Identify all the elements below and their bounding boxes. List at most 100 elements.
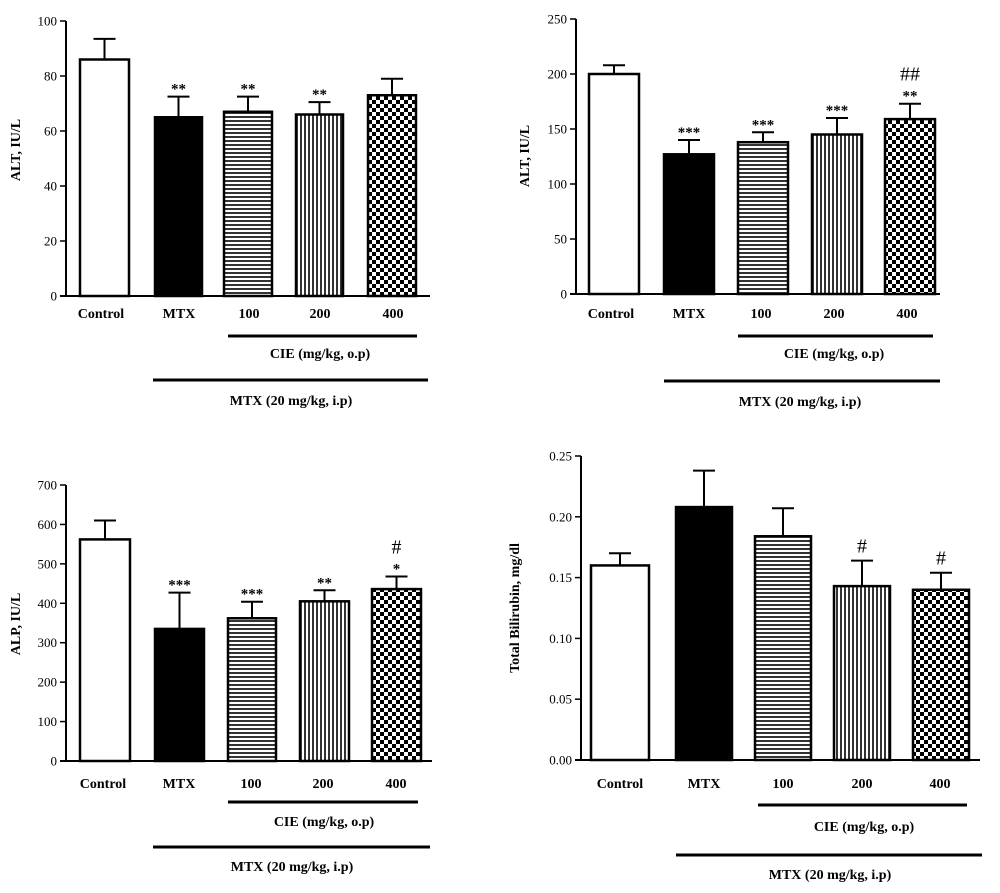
category-label: 400	[386, 777, 407, 792]
y-tick-label: 0.25	[549, 449, 572, 464]
category-label: Control	[588, 307, 635, 322]
category-label: Control	[80, 777, 127, 792]
category-label: 200	[313, 777, 334, 792]
chart-marks: 0.00 0.05 0.10 0.15 0.20 0.25 # #	[549, 449, 980, 768]
panel-alp: ALP, IU/L 0100200300400500600700********…	[9, 478, 432, 875]
category-label: 400	[383, 307, 404, 322]
category-label: 400	[897, 307, 918, 322]
significance-label: *	[393, 561, 401, 577]
category-label: Control	[597, 777, 644, 792]
significance-label: ##	[900, 64, 920, 86]
category-label: 100	[751, 307, 772, 322]
y-tick-label: 200	[38, 675, 58, 690]
significance-label: ***	[168, 578, 191, 594]
bar	[78, 538, 132, 763]
significance-label: ***	[752, 117, 775, 133]
y-axis-label: ALT, IU/L	[518, 125, 533, 187]
category-label: Control	[78, 307, 125, 322]
y-tick-label: 0	[51, 289, 58, 304]
bar	[298, 600, 351, 763]
mtx-group-label: MTX (20 mg/kg, i.p)	[769, 868, 892, 883]
y-tick-label: 40	[44, 179, 57, 194]
category-label: MTX	[163, 307, 196, 322]
bar	[736, 140, 790, 296]
y-axis-label: ALT, IU/L	[9, 119, 24, 181]
category-label: MTX	[163, 777, 196, 792]
significance-label: #	[857, 536, 867, 558]
bar	[294, 113, 345, 298]
significance-label: ***	[678, 125, 701, 141]
y-tick-label: 700	[38, 478, 58, 493]
bar	[883, 117, 937, 296]
y-tick-label: 0.10	[549, 631, 572, 646]
cie-group-label: CIE (mg/kg, o.p)	[814, 820, 915, 835]
category-label: 200	[852, 777, 873, 792]
significance-label: **	[241, 82, 256, 98]
y-tick-label: 100	[38, 14, 58, 29]
significance-label: ***	[826, 103, 849, 119]
bar	[589, 564, 651, 762]
y-tick-label: 60	[44, 124, 57, 139]
y-tick-label: 0.15	[549, 570, 572, 585]
y-tick-label: 600	[38, 517, 58, 532]
y-axis-label: Total Bilirubin, mg/dl	[508, 543, 523, 673]
category-label: 200	[310, 307, 331, 322]
bar	[674, 505, 734, 762]
y-tick-label: 150	[548, 122, 568, 137]
panel-total-bilirubin: Total Bilirubin, mg/dl 0.000.050.100.150…	[508, 449, 982, 883]
mtx-group-label: MTX (20 mg/kg, i.p)	[739, 395, 862, 410]
mtx-group-label: MTX (20 mg/kg, i.p)	[231, 860, 354, 875]
y-tick-label: 200	[548, 67, 568, 82]
bar	[366, 94, 418, 298]
y-tick-label: 100	[38, 714, 58, 729]
significance-label: ***	[241, 587, 264, 603]
category-label: MTX	[688, 777, 721, 792]
y-tick-label: 300	[38, 635, 58, 650]
bar	[153, 627, 206, 763]
y-tick-label: 100	[548, 177, 568, 192]
significance-label: **	[312, 87, 327, 103]
mtx-group-label: MTX (20 mg/kg, i.p)	[230, 394, 353, 409]
category-label: 400	[930, 777, 951, 792]
bar	[78, 58, 131, 298]
bar	[222, 110, 274, 298]
category-label: 200	[824, 307, 845, 322]
category-label: MTX	[673, 307, 706, 322]
cie-group-label: CIE (mg/kg, o.p)	[784, 347, 885, 362]
y-tick-label: 0.20	[549, 509, 572, 524]
y-tick-label: 0.00	[549, 753, 572, 768]
bar	[911, 588, 971, 762]
y-tick-label: 500	[38, 556, 58, 571]
significance-label: **	[903, 89, 918, 105]
y-tick-label: 0.05	[549, 692, 572, 707]
category-label: 100	[241, 777, 262, 792]
significance-label: **	[171, 82, 186, 98]
y-tick-label: 50	[554, 232, 567, 247]
chart-marks: 0 20 40 60 80 100 ** ** **	[38, 14, 430, 304]
y-tick-label: 0	[561, 287, 568, 302]
bar	[662, 153, 716, 296]
cie-group-label: CIE (mg/kg, o.p)	[274, 815, 375, 830]
significance-label: #	[392, 536, 402, 558]
bar	[226, 617, 278, 763]
bar	[832, 584, 892, 762]
category-label: 100	[239, 307, 260, 322]
cie-group-label: CIE (mg/kg, o.p)	[270, 347, 371, 362]
y-axis-label: ALP, IU/L	[9, 593, 24, 656]
bar	[753, 535, 813, 762]
y-tick-label: 250	[548, 12, 568, 27]
bar	[810, 133, 864, 296]
y-tick-label: 20	[44, 234, 57, 249]
significance-label: **	[317, 575, 332, 591]
category-label: 100	[773, 777, 794, 792]
bar	[153, 116, 204, 298]
y-tick-label: 400	[38, 596, 58, 611]
y-tick-label: 0	[51, 754, 58, 769]
bar	[587, 72, 641, 296]
significance-label: #	[936, 548, 946, 570]
y-tick-label: 80	[44, 69, 57, 84]
